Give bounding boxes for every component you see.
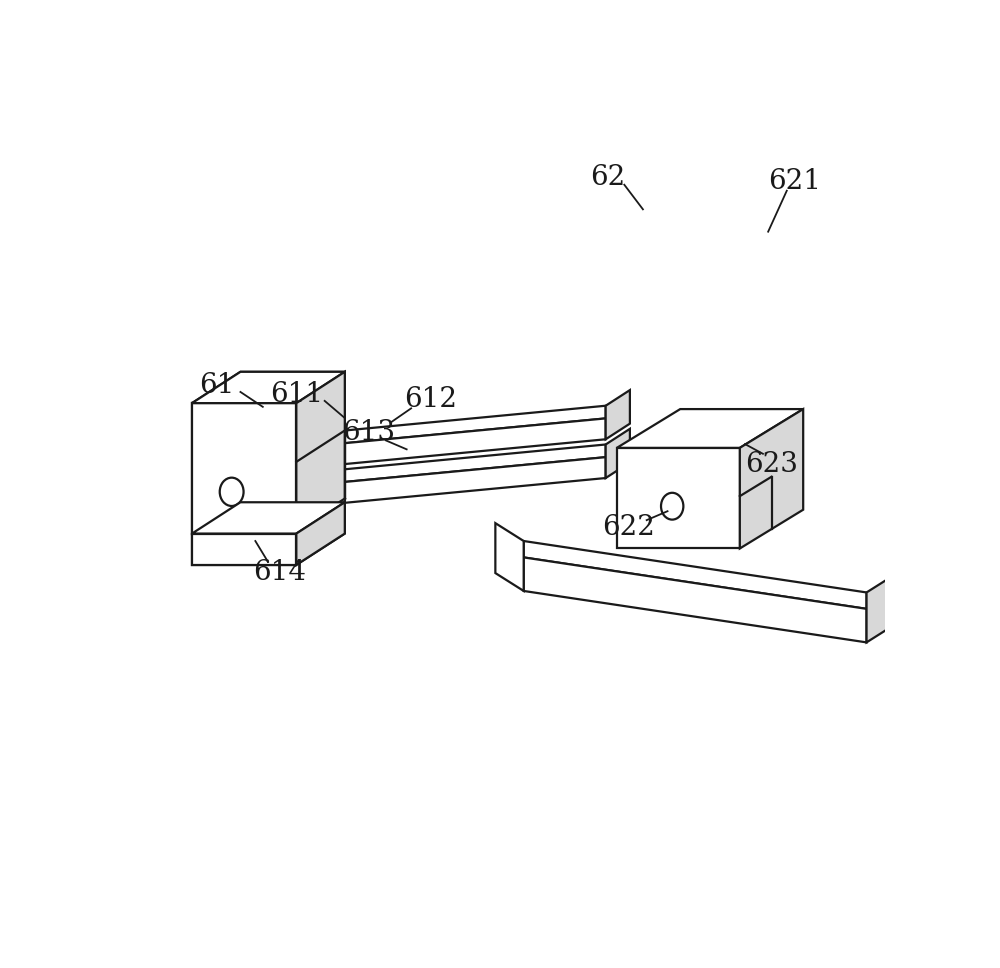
- Ellipse shape: [661, 493, 683, 520]
- Polygon shape: [192, 502, 345, 533]
- Polygon shape: [617, 448, 740, 549]
- Text: 611: 611: [270, 380, 323, 408]
- Ellipse shape: [220, 477, 244, 506]
- Text: 62: 62: [590, 164, 626, 191]
- Polygon shape: [296, 372, 345, 533]
- Polygon shape: [192, 533, 296, 565]
- Polygon shape: [617, 409, 803, 448]
- Polygon shape: [192, 403, 296, 533]
- Polygon shape: [524, 558, 867, 643]
- Polygon shape: [524, 541, 867, 609]
- Polygon shape: [192, 533, 296, 565]
- Text: 622: 622: [602, 514, 655, 541]
- Text: 613: 613: [342, 419, 395, 446]
- Polygon shape: [345, 406, 606, 443]
- Polygon shape: [296, 502, 345, 565]
- Polygon shape: [192, 372, 345, 403]
- Text: 61: 61: [199, 373, 234, 400]
- Polygon shape: [345, 418, 606, 464]
- Text: 612: 612: [404, 386, 457, 413]
- Polygon shape: [345, 457, 606, 502]
- Polygon shape: [495, 523, 524, 590]
- Polygon shape: [740, 409, 803, 549]
- Text: 621: 621: [768, 167, 821, 195]
- Text: 623: 623: [745, 451, 798, 478]
- Polygon shape: [606, 390, 630, 439]
- Polygon shape: [192, 372, 345, 403]
- Polygon shape: [345, 444, 606, 482]
- Polygon shape: [606, 429, 630, 478]
- Ellipse shape: [220, 477, 244, 506]
- Polygon shape: [296, 499, 345, 533]
- Text: 614: 614: [253, 559, 306, 586]
- Polygon shape: [296, 502, 345, 565]
- Polygon shape: [867, 575, 895, 643]
- Polygon shape: [192, 502, 345, 533]
- Polygon shape: [296, 372, 345, 533]
- Polygon shape: [192, 403, 296, 533]
